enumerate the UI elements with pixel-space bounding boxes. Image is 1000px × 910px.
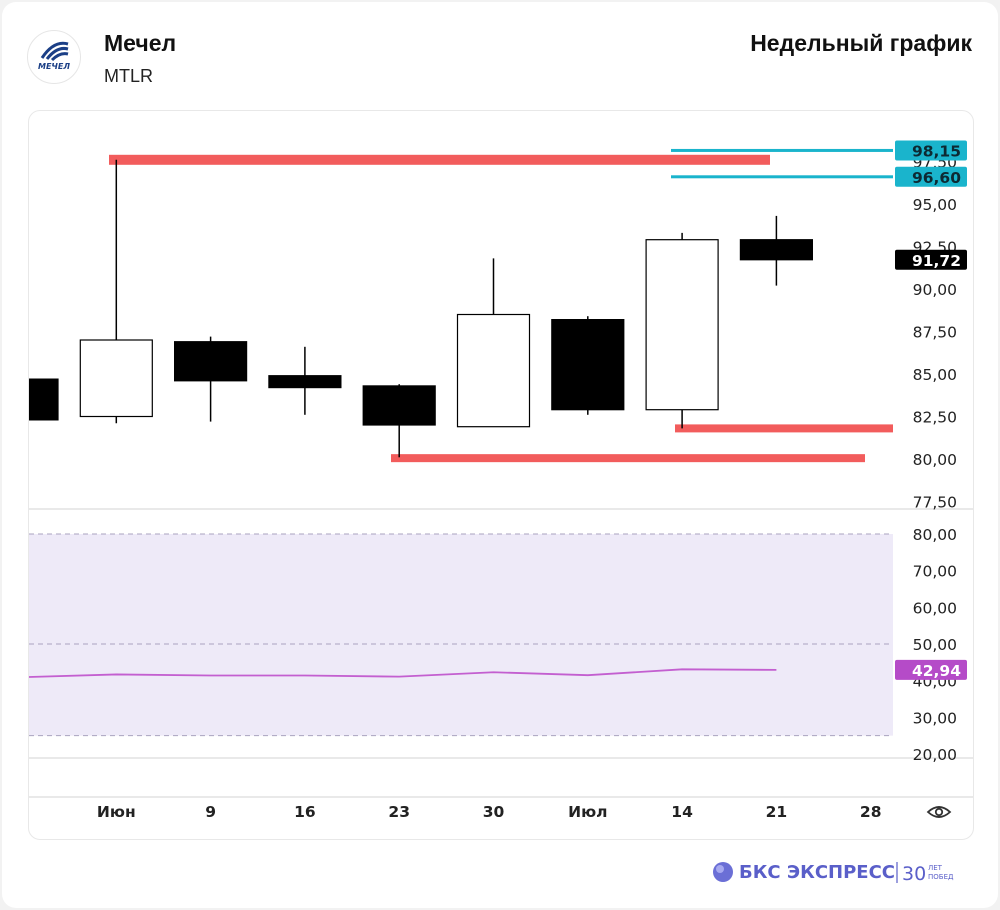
price-label-cyan: 96,60 <box>895 166 967 187</box>
mechel-logo-icon: МЕЧЕЛ <box>38 41 70 71</box>
x-axis-tick: 9 <box>205 803 216 821</box>
price-axis-tick: 87,50 <box>913 324 957 342</box>
level-line-resistance-0 <box>109 154 770 165</box>
rsi-axis-tick: 50,00 <box>913 636 957 654</box>
x-axis-tick: Июн <box>97 803 136 821</box>
x-axis-tick: Июл <box>568 803 607 821</box>
brand-mark: БКС ЭКСПРЕСС 30 ЛЕТ ПОБЕД <box>713 862 954 885</box>
weekly-chart: 95,0092,5090,0087,5085,0082,5080,0077,50… <box>29 140 973 821</box>
candle-0 <box>29 378 59 421</box>
price-axis-tick: 80,00 <box>913 451 957 469</box>
price-axis-tick: 82,50 <box>913 409 957 427</box>
rsi-last-label: 42,94 <box>895 659 967 680</box>
level-line-support-2 <box>391 454 865 463</box>
rsi-axis-tick: 70,00 <box>913 563 957 581</box>
mechel-logo: МЕЧЕЛ <box>27 30 81 84</box>
rsi-axis-tick: 80,00 <box>913 526 957 544</box>
candle-body <box>29 378 59 421</box>
candle-3 <box>268 346 342 415</box>
price-label-bg <box>895 249 967 270</box>
rsi-axis-tick: 30,00 <box>913 709 957 727</box>
x-axis-tick: 14 <box>671 803 693 821</box>
chart-container: 95,00 92,50 90,00 87,50 85,00 82,50 80,00 77,50… <box>28 110 974 840</box>
price-label-black: 91,72 <box>895 249 967 270</box>
ticker-symbol: MTLR <box>104 66 153 86</box>
price-label-cyan: 98,15 <box>895 140 967 161</box>
rsi-axis-tick: 60,00 <box>913 599 957 617</box>
candle-8 <box>739 215 814 286</box>
brand-sphere-icon <box>713 862 733 882</box>
x-axis-tick: 28 <box>860 803 882 821</box>
candle-body <box>456 313 531 428</box>
x-axis-tick: 16 <box>294 803 316 821</box>
candle-2 <box>174 336 248 422</box>
rsi-line <box>29 668 777 678</box>
level-line-target-4 <box>671 175 893 179</box>
company-name: Мечел <box>104 30 177 56</box>
candle-body <box>645 239 719 411</box>
anniversary-line2: ПОБЕД <box>928 873 954 881</box>
price-label-bg <box>895 166 967 187</box>
price-label-text: 96,60 <box>912 169 961 187</box>
candle-4 <box>362 384 436 458</box>
candle-body <box>362 385 436 426</box>
price-label-text: 91,72 <box>912 252 961 270</box>
candle-body <box>739 239 814 261</box>
chart-title: Недельный график <box>750 30 972 56</box>
brand-logo: БКС ЭКСПРЕСС 30 ЛЕТ ПОБЕД <box>712 858 972 886</box>
level-line-target-3 <box>671 148 893 152</box>
rsi-label-text: 42,94 <box>912 662 961 680</box>
price-axis-tick: 85,00 <box>913 366 957 384</box>
anniversary-number: 30 <box>902 863 926 885</box>
x-axis-tick: 21 <box>766 803 788 821</box>
candle-7 <box>645 232 719 429</box>
level-line-support-1 <box>675 424 893 433</box>
candle-5 <box>456 258 531 428</box>
candle-body <box>79 339 153 418</box>
x-axis-tick: 23 <box>388 803 410 821</box>
candle-6 <box>551 316 625 415</box>
price-label-bg <box>895 140 967 161</box>
eye-icon[interactable] <box>926 806 952 818</box>
logo-text: МЕЧЕЛ <box>38 62 70 71</box>
candle-body <box>174 341 248 382</box>
anniversary-line1: ЛЕТ <box>928 864 943 872</box>
brand-name: БКС ЭКСПРЕСС <box>739 862 895 883</box>
rsi-label-bg <box>895 659 967 680</box>
price-axis-tick: 77,50 <box>913 494 957 512</box>
price-axis-tick: 90,00 <box>913 281 957 299</box>
candle-body <box>268 375 342 389</box>
rsi-band <box>29 534 893 736</box>
price-axis-tick: 95,00 <box>913 196 957 214</box>
x-axis-tick: 30 <box>483 803 505 821</box>
candle-1 <box>79 159 153 424</box>
rsi-axis-tick: 20,00 <box>913 746 957 764</box>
price-label-text: 98,15 <box>912 142 961 160</box>
candle-body <box>551 319 625 411</box>
